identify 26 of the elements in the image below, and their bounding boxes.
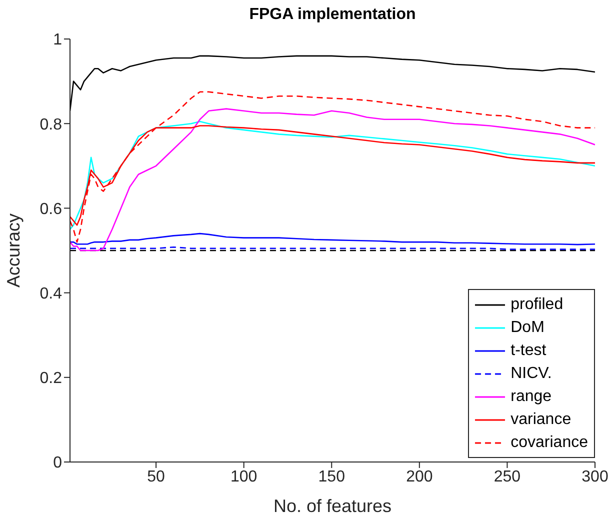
line-series [70, 55, 595, 112]
y-tick-label: 0 [53, 454, 62, 472]
legend-label: DoM [510, 318, 544, 338]
y-tick-label: 0.4 [40, 285, 62, 302]
line-series [70, 108, 595, 252]
y-tick-label: 1 [53, 32, 62, 49]
legend-label: covariance [510, 433, 588, 453]
line-series [70, 91, 595, 243]
x-tick-label: 50 [147, 468, 166, 486]
x-tick-label: 250 [494, 468, 521, 486]
legend-label: NICV. [510, 364, 552, 384]
y-axis-title: Accuracy [3, 213, 24, 288]
line-series [70, 232, 595, 246]
x-tick-label: 150 [318, 468, 346, 486]
x-tick-label: 100 [230, 468, 258, 486]
legend-label: variance [510, 410, 572, 430]
x-tick-label: 200 [406, 468, 433, 486]
legend-label: t-test [510, 341, 546, 361]
y-tick-label: 0.6 [40, 200, 62, 218]
y-tick-label: 0.2 [40, 370, 62, 388]
x-tick-label: 300 [582, 468, 608, 486]
legend-label: range [510, 387, 552, 407]
y-tick-label: 0.8 [40, 116, 62, 134]
legend-label: profiled [510, 295, 564, 315]
chart-title: FPGA implementation [248, 6, 417, 24]
x-axis-title: No. of features [273, 496, 392, 516]
